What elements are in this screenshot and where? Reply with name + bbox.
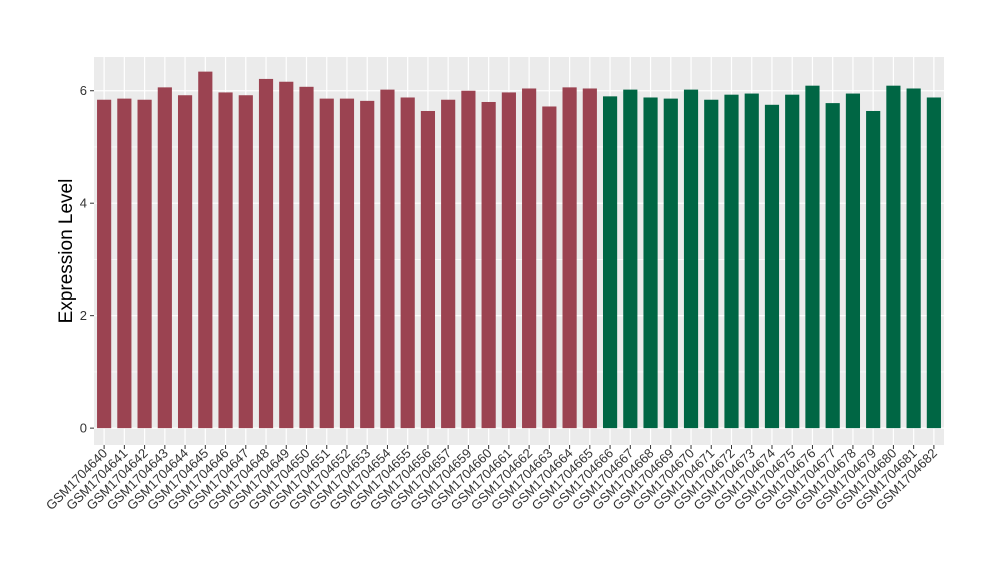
bar-GSM1704678 — [845, 93, 861, 429]
bar-GSM1704652 — [339, 98, 355, 429]
bar-GSM1704663 — [542, 106, 557, 429]
bar-GSM1704671 — [704, 99, 719, 429]
bar-GSM1704668 — [643, 97, 658, 429]
bars — [97, 71, 941, 429]
bar-GSM1704660 — [481, 101, 496, 429]
minor-gridlines — [94, 146, 944, 373]
bar-GSM1704666 — [602, 96, 618, 429]
bar-GSM1704665 — [582, 88, 597, 429]
bar-GSM1704669 — [663, 98, 678, 429]
y-tick-label: 6 — [80, 83, 87, 98]
y-axis: 0 2 4 6 — [80, 83, 94, 436]
y-tick-label: 0 — [80, 421, 87, 436]
bar-GSM1704681 — [906, 88, 921, 429]
bar-GSM1704645 — [198, 71, 213, 429]
bar-GSM1704667 — [623, 89, 638, 429]
bar-GSM1704677 — [825, 103, 840, 429]
y-axis-title: Expression Level — [56, 179, 77, 324]
bar-GSM1704653 — [360, 100, 375, 429]
bar-GSM1704682 — [926, 97, 941, 429]
bar-GSM1704642 — [137, 99, 152, 429]
plot-panel — [94, 57, 944, 445]
bar-GSM1704649 — [279, 81, 294, 429]
bar-GSM1704657 — [441, 99, 456, 429]
y-tick-label: 2 — [80, 308, 87, 323]
bar-GSM1704640 — [97, 99, 112, 429]
bar-GSM1704679 — [866, 110, 881, 429]
x-axis: GSM1704640GSM1704641GSM1704642GSM1704643… — [43, 445, 940, 513]
bar-GSM1704680 — [886, 85, 901, 429]
bar-GSM1704641 — [117, 98, 132, 429]
bar-GSM1704662 — [522, 88, 537, 429]
bar-GSM1704647 — [238, 95, 253, 429]
bar-GSM1704651 — [319, 98, 334, 429]
y-tick-label: 4 — [80, 196, 87, 211]
bar-GSM1704676 — [805, 85, 820, 429]
bar-GSM1704675 — [785, 94, 800, 429]
bar-GSM1704674 — [764, 104, 780, 429]
bar-GSM1704644 — [177, 95, 193, 429]
bar-GSM1704655 — [400, 97, 415, 429]
bar-GSM1704670 — [683, 89, 699, 429]
bar-GSM1704664 — [562, 87, 577, 429]
bar-GSM1704654 — [380, 89, 395, 429]
bar-GSM1704650 — [299, 86, 314, 429]
bar-GSM1704648 — [258, 78, 274, 429]
bar-GSM1704643 — [157, 87, 172, 429]
bar-GSM1704673 — [744, 93, 759, 429]
bar-GSM1704661 — [501, 92, 516, 429]
bar-GSM1704656 — [420, 110, 436, 429]
bar-GSM1704659 — [461, 90, 476, 429]
bar-GSM1704672 — [724, 94, 739, 429]
bar-GSM1704646 — [218, 92, 233, 429]
